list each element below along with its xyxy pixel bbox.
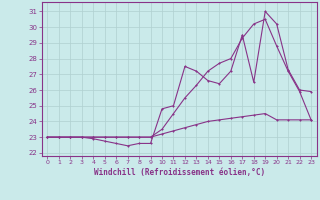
X-axis label: Windchill (Refroidissement éolien,°C): Windchill (Refroidissement éolien,°C) [94,168,265,177]
